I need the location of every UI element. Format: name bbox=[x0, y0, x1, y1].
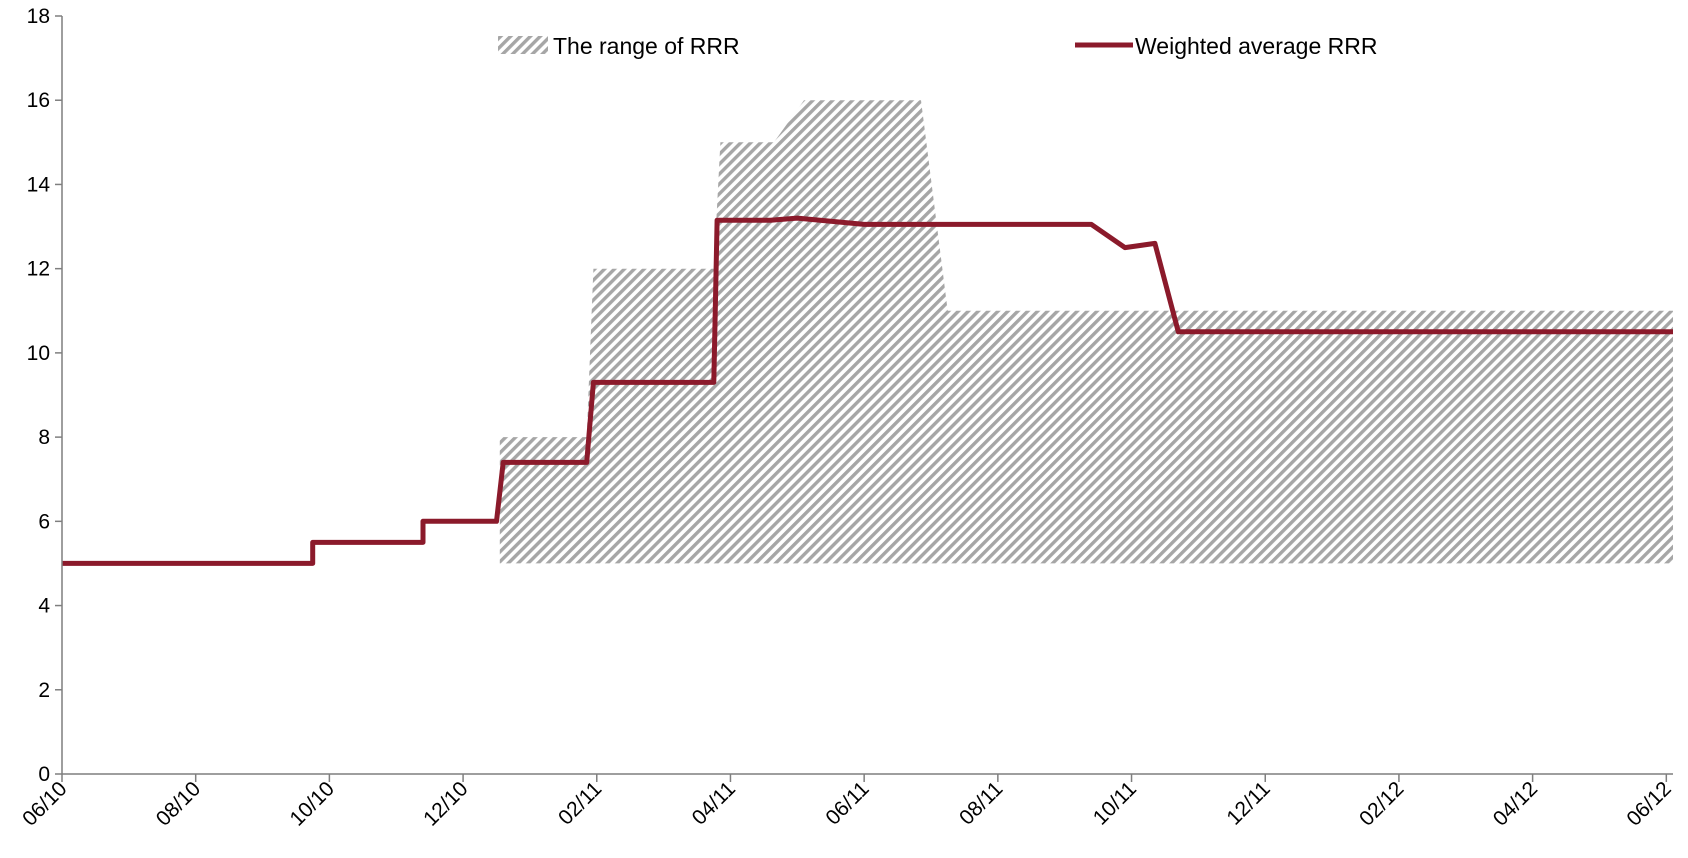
y-tick-label: 6 bbox=[38, 510, 50, 533]
x-tick-label: 12/11 bbox=[1222, 777, 1274, 829]
x-tick-label: 02/11 bbox=[554, 777, 606, 829]
x-tick-label: 10/10 bbox=[285, 777, 338, 830]
weighted-average-line bbox=[62, 215, 1673, 566]
x-tick-label: 04/12 bbox=[1489, 777, 1542, 830]
y-tick-label: 12 bbox=[27, 258, 50, 281]
y-tick-label: 8 bbox=[38, 426, 50, 449]
x-tick-label: 08/11 bbox=[955, 777, 1007, 829]
weighted-line-layer bbox=[62, 215, 1673, 566]
y-tick-label: 14 bbox=[27, 173, 51, 196]
legend-label-range: The range of RRR bbox=[553, 33, 740, 59]
y-tick-label: 10 bbox=[27, 342, 50, 365]
y-tick-label: 16 bbox=[27, 89, 50, 112]
legend-swatch-range bbox=[498, 36, 548, 54]
legend-label-weighted: Weighted average RRR bbox=[1135, 33, 1377, 59]
y-tick-label: 18 bbox=[27, 5, 50, 28]
x-tick-label: 08/10 bbox=[152, 777, 205, 830]
legend: The range of RRR Weighted average RRR bbox=[498, 33, 1377, 59]
x-tick-label: 04/11 bbox=[688, 777, 740, 829]
x-tick-label: 02/12 bbox=[1355, 777, 1408, 830]
y-tick-label: 2 bbox=[38, 679, 50, 702]
x-tick-label: 12/10 bbox=[419, 777, 472, 830]
y-tick-label: 0 bbox=[38, 763, 50, 786]
x-tick-label: 06/11 bbox=[821, 777, 873, 829]
y-tick-label: 4 bbox=[38, 595, 50, 618]
x-tick-label: 10/11 bbox=[1089, 777, 1141, 829]
x-tick-label: 06/12 bbox=[1622, 777, 1675, 830]
